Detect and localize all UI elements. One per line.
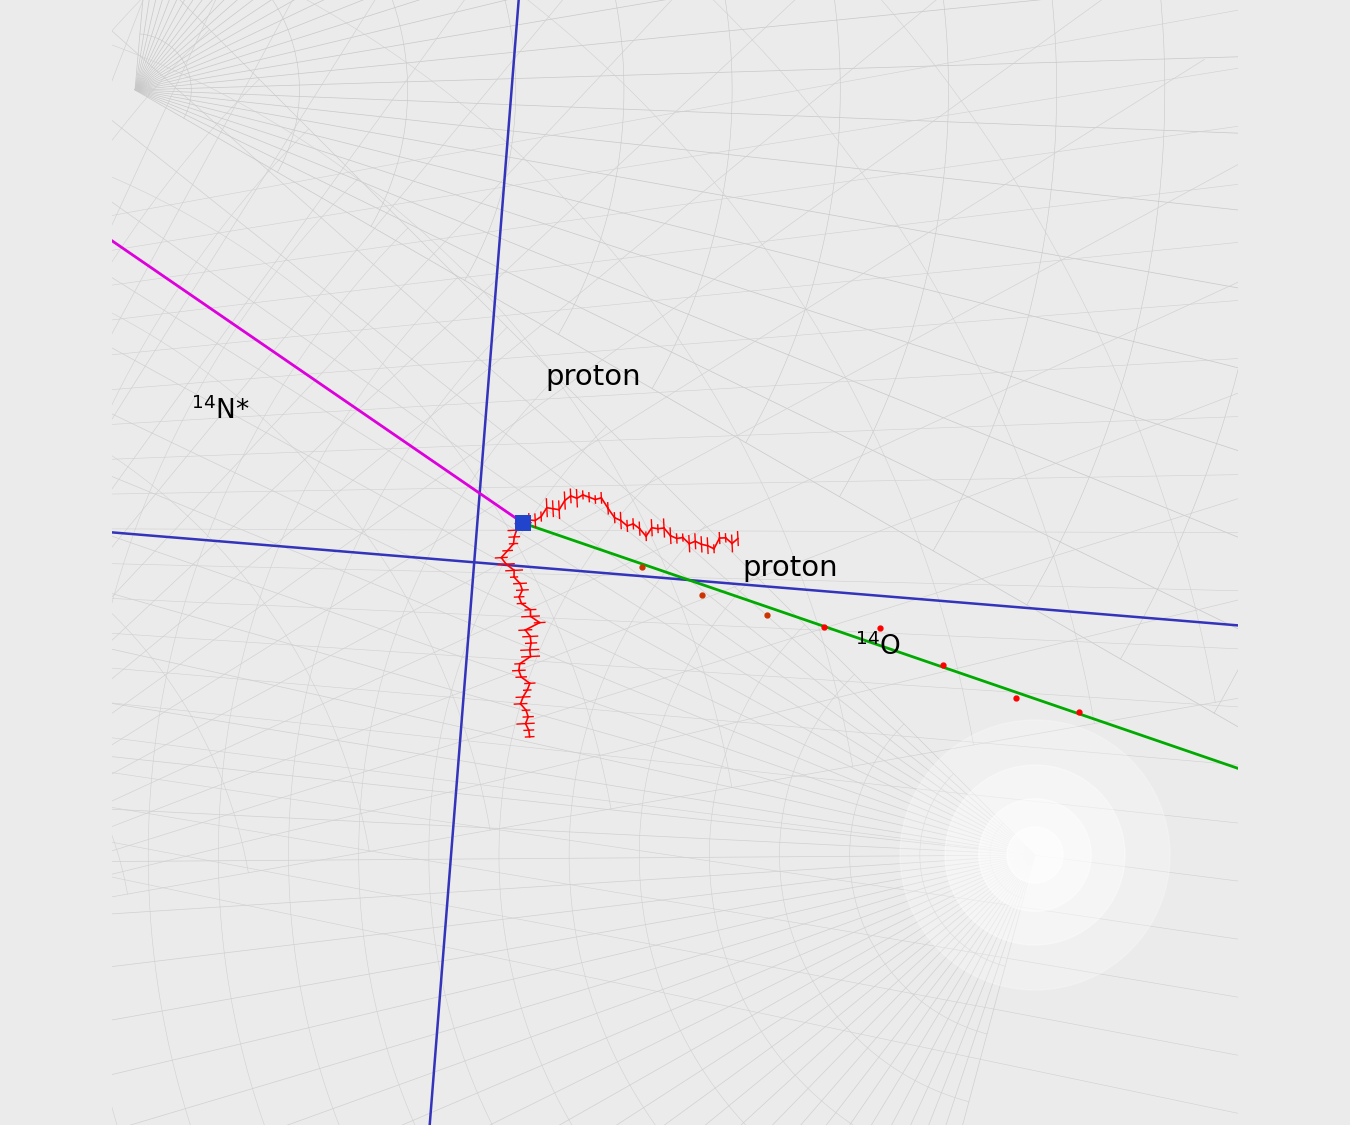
Circle shape [945, 765, 1125, 945]
Circle shape [1007, 827, 1064, 883]
Text: $^{14}$O: $^{14}$O [855, 632, 900, 662]
Text: $^{14}$N*: $^{14}$N* [192, 396, 250, 425]
Text: proton: proton [743, 555, 838, 582]
Circle shape [979, 799, 1091, 911]
Text: proton: proton [545, 363, 641, 390]
Circle shape [900, 720, 1170, 990]
